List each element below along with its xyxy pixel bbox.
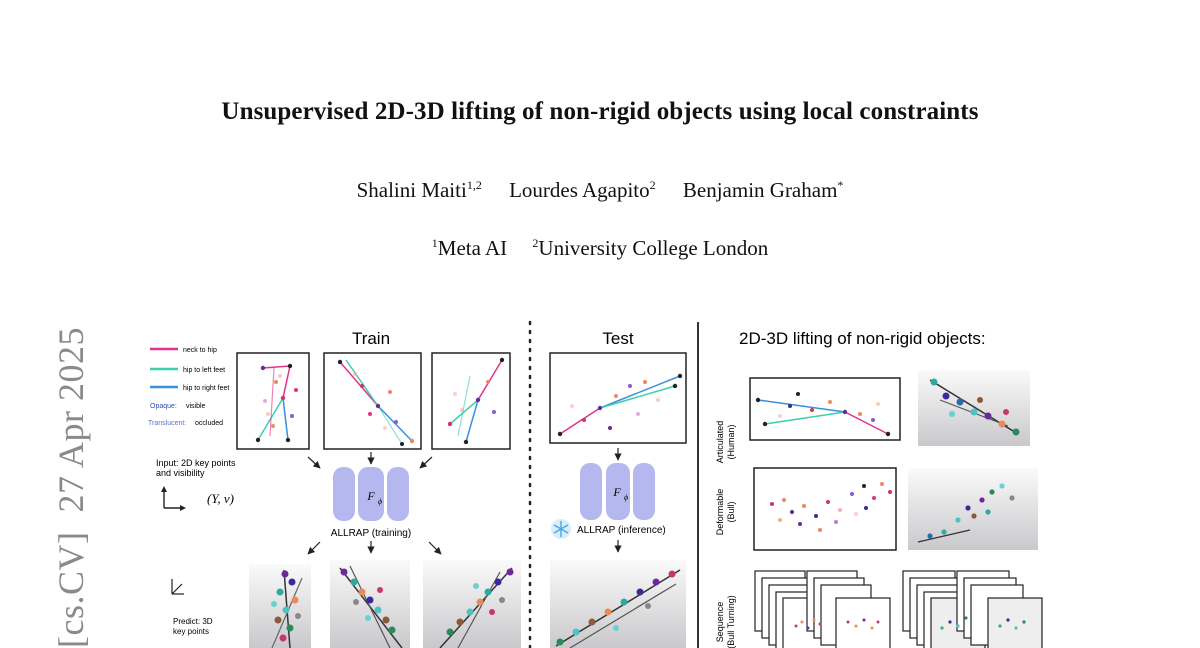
legend-label: neck to hip — [183, 347, 217, 354]
author-affiliation-mark: 2 — [649, 178, 656, 192]
row-label-line1: Articulated — [715, 421, 725, 464]
allrap-inference-label: ALLRAP (inference) — [577, 525, 666, 536]
train-2d-panel — [323, 352, 422, 450]
sequence-3d-stack — [902, 570, 1043, 648]
arxiv-stamp: [cs.CV] 27 Apr 2025 — [51, 327, 91, 648]
train-3d-output — [249, 564, 311, 648]
row-label-sequence: Sequence (Bull Turning) — [715, 595, 736, 648]
row-label-deformable: Deformable (Bull) — [715, 489, 736, 536]
author-list: Shalini Maiti1,2 Lourdes Agapito2 Benjam… — [0, 178, 1200, 203]
predict-label-line1: Predict: 3D — [173, 617, 213, 626]
row-label-line2: (Bull) — [726, 501, 736, 522]
row-label-line1: Sequence — [715, 602, 725, 643]
legend-translucent-value: occluded — [195, 420, 223, 427]
test-label: Test — [602, 329, 633, 348]
author-name: Shalini Maiti — [356, 178, 467, 202]
row-label-line1: Deformable — [715, 489, 725, 536]
affiliation-name: Meta AI — [437, 236, 508, 260]
train-3d-output — [423, 560, 521, 648]
human-2d-panel — [749, 377, 901, 441]
allrap-inference-block: F ϕ — [580, 463, 655, 520]
lifting-title: 2D-3D lifting of non-rigid objects: — [739, 329, 986, 348]
author-name: Lourdes Agapito — [509, 178, 650, 202]
author-affiliation-mark: 1,2 — [466, 178, 482, 192]
affiliation-mark: 1 — [431, 236, 438, 250]
model-symbol-subscript: ϕ — [624, 493, 628, 502]
flow-arrow — [419, 456, 433, 469]
affiliation: 1Meta AI — [432, 236, 507, 260]
train-3d-output — [330, 560, 410, 648]
legend-translucent-key: Translucent: — [148, 420, 186, 427]
author-affiliation-mark: * — [837, 178, 844, 192]
affiliation-mark: 2 — [532, 236, 539, 250]
flow-arrow — [428, 541, 442, 555]
flow-arrow — [307, 541, 321, 555]
allrap-training-block: F ϕ — [333, 467, 409, 521]
author: Lourdes Agapito2 — [509, 178, 656, 202]
predict-label-line2: key points — [173, 627, 209, 636]
legend-opaque-key: Opaque: — [150, 403, 177, 410]
paper-title: Unsupervised 2D-3D lifting of non-rigid … — [221, 98, 979, 125]
keypoint-legend: neck to hip hip to left feet hip to righ… — [148, 347, 229, 427]
3d-axes-icon — [171, 579, 184, 595]
author: Shalini Maiti1,2 — [357, 178, 482, 202]
bull-2d-panel — [753, 467, 897, 551]
model-symbol-subscript: ϕ — [378, 497, 382, 506]
input-label-line2: and visibility — [156, 468, 205, 478]
model-symbol: F — [612, 485, 621, 499]
human-3d-panel — [918, 370, 1030, 446]
teaser-figure: Train Test 2D-3D lifting of non-rigid ob… — [140, 316, 1200, 648]
row-label-articulated: Articulated (Human) — [715, 421, 736, 464]
input-label-line1: Input: 2D key points — [156, 458, 236, 468]
model-symbol: F — [366, 489, 375, 503]
figure-canvas: Train Test 2D-3D lifting of non-rigid ob… — [148, 320, 1043, 648]
train-label: Train — [352, 329, 390, 348]
snowflake-icon — [551, 519, 571, 539]
author-name: Benjamin Graham — [682, 178, 838, 202]
test-2d-panel — [549, 352, 687, 444]
input-notation: (Y, ν) — [207, 491, 234, 506]
sequence-2d-stack — [754, 570, 891, 648]
2d-axes-icon — [161, 486, 186, 511]
author: Benjamin Graham* — [683, 178, 844, 202]
bull-3d-panel — [908, 468, 1038, 550]
legend-label: hip to right feet — [183, 385, 229, 392]
row-label-line2: (Human) — [726, 424, 736, 459]
affiliation-name: University College London — [538, 236, 769, 260]
train-2d-panel — [236, 352, 310, 450]
test-3d-output — [550, 560, 686, 648]
affiliation: 2University College London — [532, 236, 768, 260]
legend-label: hip to left feet — [183, 367, 225, 374]
train-2d-panel — [431, 352, 511, 450]
row-label-line2: (Bull Turning) — [726, 595, 736, 648]
affiliation-list: 1Meta AI 2University College London — [0, 236, 1200, 261]
flow-arrow — [307, 456, 321, 469]
allrap-training-label: ALLRAP (training) — [331, 528, 411, 539]
legend-opaque-value: visible — [186, 403, 206, 410]
